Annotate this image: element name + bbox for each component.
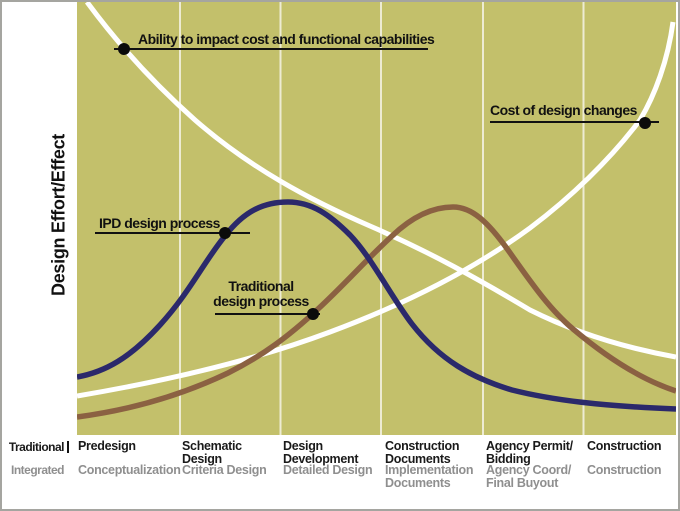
cost-marker-dot <box>639 117 651 129</box>
y-axis-label: Design Effort/Effect <box>48 133 69 297</box>
x-axis-row-header-integrated: Integrated <box>10 463 65 477</box>
plot-area <box>77 2 676 435</box>
ipd-marker-dot <box>219 227 231 239</box>
traditional-curve <box>77 204 676 420</box>
ability-curve <box>84 2 676 360</box>
phase-traditional-construction: Construction <box>587 439 662 453</box>
x-axis-row-header-traditional: Traditional <box>8 440 65 454</box>
ipd-curve-label: IPD design process <box>99 215 220 231</box>
traditional-marker-dot <box>307 308 319 320</box>
ability-marker-dot <box>118 43 130 55</box>
phase-traditional-construction-docs: Construction Documents <box>385 439 460 466</box>
phase-integrated-implementation-docs: Implementation Documents <box>385 463 474 490</box>
phase-traditional-schematic: Schematic Design <box>182 439 242 466</box>
ipd-leader-line <box>95 232 250 234</box>
row-header-divider <box>66 441 69 453</box>
ipd-curve <box>77 199 676 412</box>
ability-leader-line <box>114 48 428 50</box>
phase-integrated-criteria-design: Criteria Design <box>182 463 267 477</box>
phase-integrated-construction: Construction <box>587 463 662 477</box>
cost-leader-line <box>490 121 659 123</box>
cost-curve <box>77 21 676 399</box>
phase-integrated-detailed-design: Detailed Design <box>283 463 373 477</box>
traditional-leader-line <box>215 313 320 315</box>
phase-traditional-predesign: Predesign <box>78 439 136 453</box>
phase-traditional-design-dev: Design Development <box>283 439 359 466</box>
phase-traditional-agency-permit: Agency Permit/ Bidding <box>486 439 573 466</box>
cost-curve-label: Cost of design changes <box>490 102 637 118</box>
ability-curve-label: Ability to impact cost and functional ca… <box>138 31 435 47</box>
phase-integrated-agency-coord: Agency Coord/ Final Buyout <box>486 463 571 490</box>
phase-integrated-conceptualization: Conceptualization <box>78 463 181 477</box>
traditional-curve-label: Traditional design process <box>213 278 309 309</box>
